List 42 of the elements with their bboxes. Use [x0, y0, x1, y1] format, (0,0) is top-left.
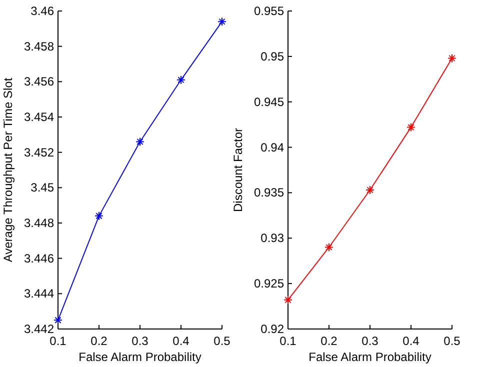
point: [176, 75, 186, 84]
y-tick-label: 0.92: [260, 322, 284, 336]
x-tick-label: 0.5: [214, 334, 231, 348]
point: [284, 295, 292, 304]
point: [448, 54, 456, 63]
y-tick-label: 3.444: [24, 286, 54, 301]
y-tick-label: 3.448: [24, 216, 54, 230]
x-axis-title: False Alarm Probability: [308, 350, 432, 364]
y-tick-label: 0.945: [254, 94, 284, 109]
point: [366, 185, 374, 194]
x-tick-label: 0.5: [444, 334, 461, 348]
point: [54, 316, 62, 325]
x-tick-label: 0.3: [362, 334, 379, 348]
y-tick-label: 0.93: [260, 231, 284, 246]
point: [218, 17, 226, 26]
y-tick-label: 3.458: [24, 39, 54, 54]
x-tick-label: 0.2: [90, 334, 108, 348]
y-tick-label: 3.452: [24, 145, 54, 160]
point: [406, 122, 416, 132]
y-axis-title: Average Throughput Per Time Slot: [1, 77, 15, 262]
y-tick-label: 0.925: [254, 276, 284, 291]
y-tick-label: 0.95: [260, 49, 284, 64]
y-tick-label: 3.456: [24, 74, 54, 89]
x-tick-label: 0.1: [50, 334, 67, 348]
y-tick-label: 0.94: [260, 140, 284, 154]
x-tick-label: 0.1: [280, 334, 297, 348]
x-tick-label: 0.3: [132, 334, 149, 348]
y-tick-label: 3.454: [24, 110, 54, 124]
y-tick-label: 3.442: [24, 322, 54, 336]
point: [94, 211, 104, 220]
x-tick-label: 0.4: [402, 334, 420, 348]
y-tick-label: 3.46: [30, 4, 54, 18]
y-axis-title: Discount Factor: [231, 128, 245, 212]
y-tick-label: 0.935: [254, 186, 284, 200]
y-tick-label: 0.955: [254, 4, 284, 18]
point: [136, 137, 144, 146]
x-axis-title: False Alarm Probability: [78, 350, 202, 364]
x-tick-label: 0.4: [172, 334, 190, 348]
point: [324, 242, 334, 252]
x-tick-label: 0.2: [320, 334, 338, 348]
y-tick-label: 3.446: [24, 251, 54, 266]
y-tick-label: 3.45: [30, 180, 54, 195]
